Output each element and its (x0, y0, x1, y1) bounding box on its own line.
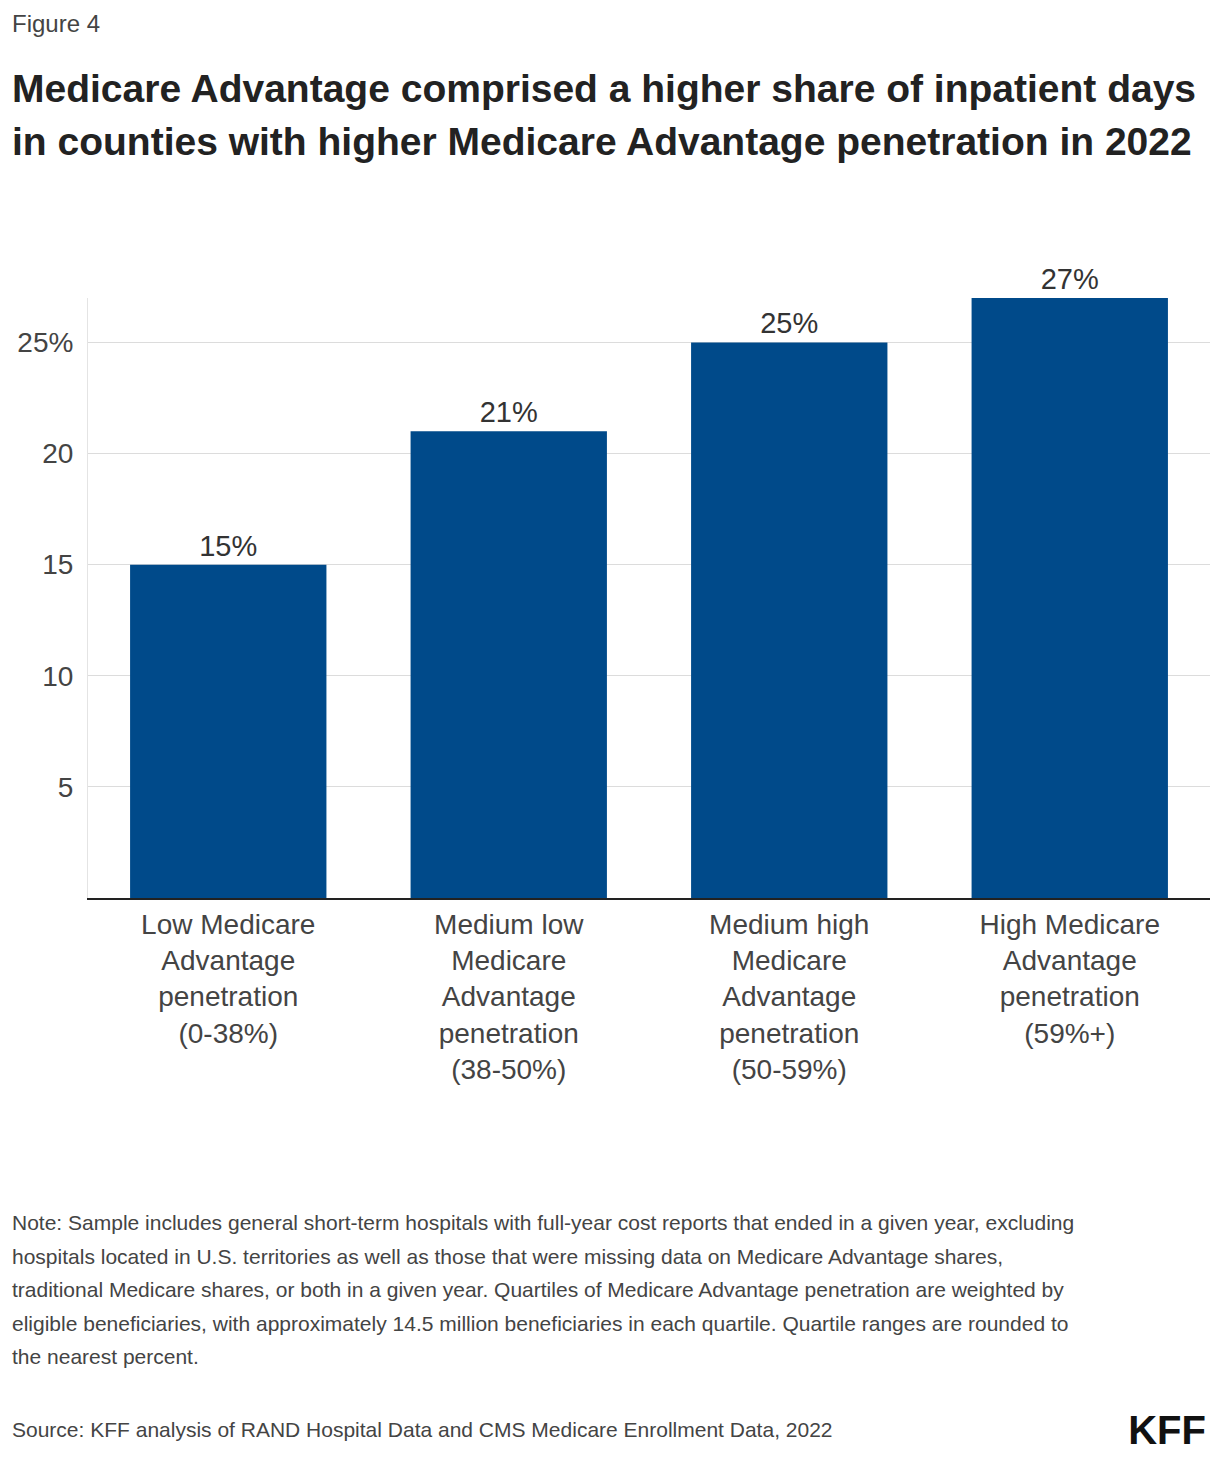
svg-text:10: 10 (42, 661, 73, 692)
svg-text:25%: 25% (760, 307, 818, 339)
svg-text:20: 20 (42, 438, 73, 469)
svg-text:Low MedicareAdvantagepenetrati: Low MedicareAdvantagepenetration(0-38%) (141, 909, 315, 1049)
html-text:Figure 4: Figure 4 (12, 10, 100, 37)
svg-text:5: 5 (58, 772, 74, 803)
svg-text:15: 15 (42, 549, 73, 580)
html-text:KFF: KFF (1128, 1408, 1206, 1452)
svg-text:High MedicareAdvantagepenetrat: High MedicareAdvantagepenetration(59%+) (979, 909, 1160, 1049)
svg-text:21%: 21% (480, 396, 538, 428)
svg-text:25%: 25% (17, 327, 73, 358)
html-text:Note: Sample includes general: Note: Sample includes general short-term… (12, 1211, 1075, 1369)
svg-text:15%: 15% (199, 530, 257, 562)
html-text:Medicare Advantage comprised a: Medicare Advantage comprised a higher sh… (12, 67, 1197, 164)
svg-text:Medium lowMedicareAdvantagepen: Medium lowMedicareAdvantagepenetration(3… (434, 909, 584, 1086)
svg-text:Medium highMedicareAdvantagepe: Medium highMedicareAdvantagepenetration(… (709, 909, 869, 1086)
svg-text:27%: 27% (1041, 263, 1099, 295)
html-text:Source: KFF analysis of RAND H: Source: KFF analysis of RAND Hospital Da… (12, 1418, 833, 1441)
